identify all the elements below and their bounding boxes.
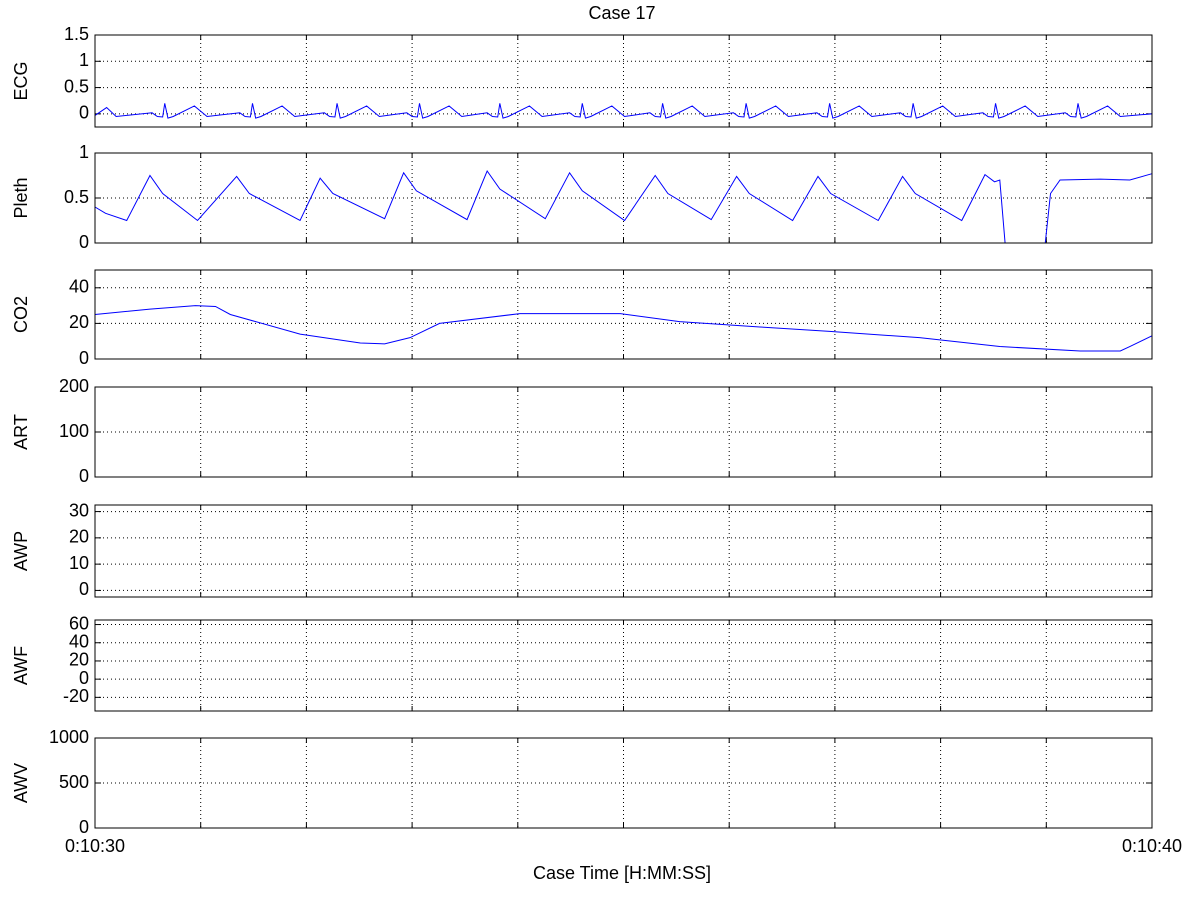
trace: [94, 103, 1153, 119]
y-tick-label: 40: [69, 632, 89, 652]
y-tick-label: 20: [69, 527, 89, 547]
figure-title: Case 17: [588, 3, 655, 23]
axes-frame: [94, 34, 1153, 128]
y-tick-label: 10: [69, 553, 89, 573]
trace: [94, 305, 1153, 352]
y-tick-label: 0: [79, 232, 89, 252]
axes-frame: [94, 619, 1153, 712]
y-tick-label: 0: [79, 348, 89, 368]
y-axis-label: ECG: [11, 61, 31, 100]
axes-frame: [94, 386, 1153, 478]
y-tick-label: 1: [79, 50, 89, 70]
y-tick-label: 0: [79, 817, 89, 837]
y-tick-label: 500: [59, 772, 89, 792]
y-tick-label: 20: [69, 650, 89, 670]
y-tick-label: 1000: [49, 727, 89, 747]
y-tick-label: -20: [63, 686, 89, 706]
y-axis-label: Pleth: [11, 177, 31, 218]
y-tick-label: 0.5: [64, 187, 89, 207]
trace: [94, 169, 1153, 244]
y-tick-label: 60: [69, 613, 89, 633]
y-axis-label: ART: [11, 414, 31, 450]
y-tick-label: 0: [79, 668, 89, 688]
axes-frame: [94, 504, 1153, 598]
axes-frame: [94, 269, 1153, 360]
y-tick-label: 30: [69, 500, 89, 520]
axes-frame: [94, 737, 1153, 829]
y-tick-label: 0: [79, 103, 89, 123]
y-tick-label: 40: [69, 277, 89, 297]
y-tick-label: 0.5: [64, 76, 89, 96]
x-tick-label: 0:10:30: [65, 836, 125, 856]
x-axis-label: Case Time [H:MM:SS]: [533, 863, 711, 883]
y-axis-label: CO2: [11, 296, 31, 333]
y-tick-label: 20: [69, 312, 89, 332]
y-tick-label: 1: [79, 142, 89, 162]
x-tick-label: 0:10:40: [1122, 836, 1182, 856]
y-tick-label: 0: [79, 466, 89, 486]
y-tick-label: 0: [79, 579, 89, 599]
y-axis-label: AWF: [11, 646, 31, 685]
y-tick-label: 200: [59, 376, 89, 396]
y-axis-label: AWP: [11, 531, 31, 571]
y-axis-label: AWV: [11, 763, 31, 803]
y-tick-label: 100: [59, 421, 89, 441]
y-tick-label: 1.5: [64, 24, 89, 44]
axes-frame: [94, 152, 1153, 244]
